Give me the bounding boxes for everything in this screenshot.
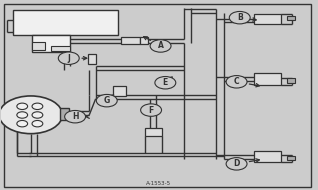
Circle shape xyxy=(226,76,247,88)
Circle shape xyxy=(229,11,250,24)
Text: D: D xyxy=(233,159,240,168)
Bar xyxy=(287,16,295,21)
Text: H: H xyxy=(72,112,78,121)
Bar xyxy=(140,37,148,44)
Circle shape xyxy=(17,112,28,118)
Text: C: C xyxy=(234,77,239,86)
Text: J: J xyxy=(67,54,70,63)
Text: A: A xyxy=(158,41,163,51)
Bar xyxy=(145,128,162,135)
Circle shape xyxy=(226,158,247,170)
Bar xyxy=(32,35,70,52)
Circle shape xyxy=(32,103,43,109)
Bar xyxy=(254,14,281,24)
Bar xyxy=(60,108,69,120)
Text: A-1553-5: A-1553-5 xyxy=(146,180,172,185)
Bar xyxy=(13,10,118,35)
Circle shape xyxy=(0,96,62,134)
Circle shape xyxy=(17,120,28,127)
Text: E: E xyxy=(163,78,168,87)
Bar xyxy=(121,37,140,44)
Circle shape xyxy=(150,40,171,52)
Text: B: B xyxy=(237,13,243,22)
Text: F: F xyxy=(149,106,154,115)
Circle shape xyxy=(141,104,162,116)
Circle shape xyxy=(65,110,86,123)
Circle shape xyxy=(155,77,176,89)
Circle shape xyxy=(17,103,28,109)
Bar xyxy=(113,86,126,96)
Bar xyxy=(287,156,295,160)
Bar xyxy=(287,78,295,83)
Circle shape xyxy=(32,120,43,127)
Circle shape xyxy=(96,94,117,107)
Bar xyxy=(254,73,281,85)
Bar xyxy=(51,46,70,51)
Bar xyxy=(254,151,281,162)
Circle shape xyxy=(32,112,43,118)
Bar xyxy=(32,42,45,50)
Circle shape xyxy=(58,52,79,64)
Text: G: G xyxy=(104,96,110,105)
Bar xyxy=(88,54,96,64)
